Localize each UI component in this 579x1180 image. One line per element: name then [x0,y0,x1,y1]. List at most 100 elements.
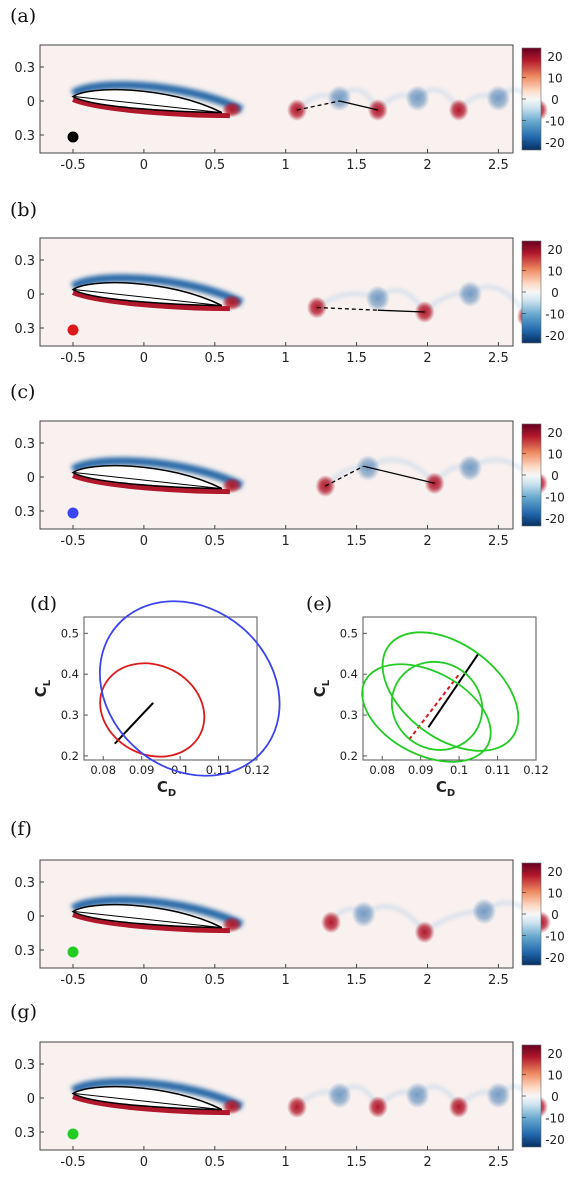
y-tick-label: 0.3 [14,876,35,891]
x-tick-label: 1 [282,351,290,366]
y-tick-label: 0.4 [61,667,79,681]
trailing-edge-vortex [221,294,242,311]
positive-vortex [448,99,469,121]
y-tick-label: 0 [27,910,35,925]
positive-vortex [448,1096,469,1118]
negative-vortex [327,1082,352,1109]
series-line [427,653,480,728]
x-tick-label: 2 [423,158,431,173]
negative-vortex [458,281,483,307]
upper-boundary-layer [70,896,244,929]
y-axis-label: CL [311,679,332,697]
x-tick-label: 0.5 [204,973,225,988]
limit-cycle-loop [99,662,206,758]
colorbar-tick-label: 10 [547,448,562,462]
x-tick-label: 0.11 [485,763,511,777]
trajectory-solid [377,309,425,313]
plot-frame [39,237,514,347]
x-tick-label: 0.5 [204,158,225,173]
x-tick-label: 1.5 [346,158,367,173]
upper-boundary-layer [70,457,244,490]
x-tick-label: 0.5 [204,351,225,366]
x-tick-label: -0.5 [60,158,85,173]
plot-frame [39,420,514,530]
y-axis-label-sub: L [321,679,332,686]
x-tick-label: 0 [140,534,148,549]
colorbar-tick-label: -10 [545,308,565,322]
y-tick-label: 0.3 [14,944,35,959]
y-tick-label: 0.3 [14,1058,35,1073]
x-tick-label: -0.5 [60,534,85,549]
panel-label: (c) [10,381,35,403]
negative-vortex [472,898,497,925]
x-axis-label: CD [436,778,455,799]
y-tick-label: 0.3 [61,708,79,722]
trajectory-dashed [316,306,378,311]
x-tick-label: 0.12 [244,763,270,777]
colorbar-tick-label: 10 [547,72,562,86]
vorticity-panel: -0.5 0 0.5 1 1.5 2 2.5 0.3 0 0.3 20 10 0 -10 -20 [14,237,565,366]
colorbar-tick-label: 0 [551,469,559,483]
plot-frame [39,859,514,969]
negative-vortex [486,1082,511,1109]
series-line [114,702,154,745]
colorbar-tick-label: 20 [547,1047,562,1061]
x-tick-label: 2.5 [488,1155,509,1170]
y-tick-label: 0.5 [61,626,79,640]
positive-vortex [321,911,342,934]
chord-line [74,911,222,929]
colorbar-tick-label: -20 [545,512,565,526]
x-axis-label-main: C [157,778,168,796]
lower-boundary-layer [72,912,230,934]
x-tick-label: 2.5 [488,534,509,549]
x-tick-label: 0.5 [204,1155,225,1170]
x-tick-label: 2 [423,351,431,366]
x-tick-label: 0.5 [204,534,225,549]
y-tick-label: 0 [27,1092,35,1107]
colorbar-tick-label: -20 [545,329,565,343]
colorbar-tick-label: 10 [547,1069,562,1083]
y-tick-label: 0.2 [340,749,358,763]
negative-vortex [405,1082,430,1109]
polar-frame [83,616,258,761]
colorbar-tick-label: 20 [547,865,562,879]
x-tick-label: 2 [423,973,431,988]
limit-cycle-loop [390,660,484,751]
trajectory-solid [363,465,435,484]
panel-label: (d) [30,593,57,615]
negative-vortex [351,901,376,928]
case-marker [67,507,79,519]
x-tick-label: 0.09 [129,763,155,777]
x-tick-label: 0.08 [90,763,116,777]
colorbar-tick-label: 20 [547,426,562,440]
x-tick-label: 1.5 [346,1155,367,1170]
trailing-edge-vortex [221,101,242,118]
upper-boundary-layer [70,274,244,307]
x-tick-label: 0 [140,1155,148,1170]
colorbar-tick-label: 0 [551,908,559,922]
positive-vortex [287,1096,308,1118]
negative-vortex [486,85,511,112]
x-tick-label: 1 [282,973,290,988]
colorbar-tick-label: 0 [551,286,559,300]
negative-vortex [458,455,483,481]
x-tick-label: -0.5 [60,1155,85,1170]
case-marker [67,1128,79,1140]
y-axis-label: CL [32,679,53,697]
chord-line [74,1093,222,1111]
x-tick-label: 1.5 [346,973,367,988]
x-tick-label: 2 [423,1155,431,1170]
y-tick-label: 0.4 [340,667,358,681]
limit-cycle-loop [381,631,520,752]
y-tick-label: 0 [27,471,35,486]
colorbar-tick-label: 20 [547,50,562,64]
y-tick-label: 0.3 [14,437,35,452]
plot-frame [39,44,514,154]
trailing-edge-vortex [221,916,242,933]
colorbar-tick-label: -10 [545,115,565,129]
vorticity-panel: -0.5 0 0.5 1 1.5 2 2.5 0.3 0 0.3 20 10 0 -10 -20 [14,859,565,988]
x-axis-label-main: C [436,778,447,796]
y-tick-label: 0.3 [14,1126,35,1141]
